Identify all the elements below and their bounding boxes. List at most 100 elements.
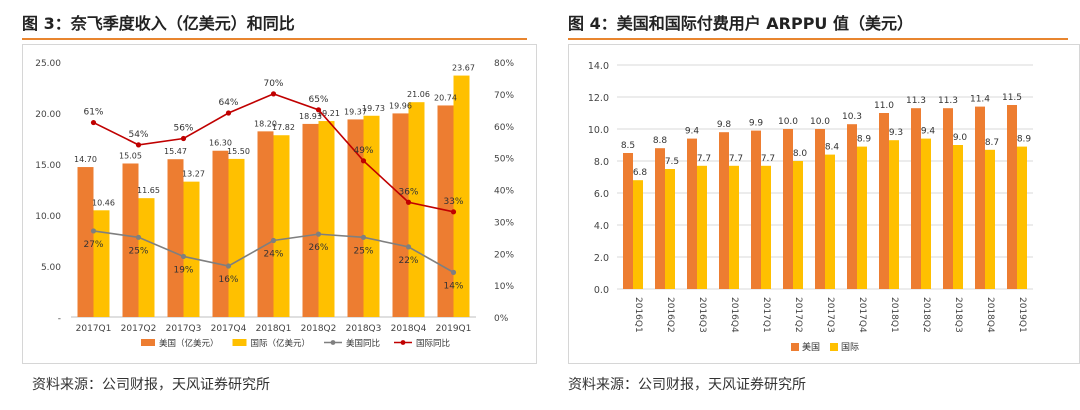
source-note: 资料来源：公司财报，天风证券研究所 bbox=[32, 377, 270, 393]
bar-value-label: 8.0 bbox=[793, 149, 808, 159]
bar-intl bbox=[857, 146, 867, 289]
revenue-panel: 图 3：奈飞季度收入（亿美元）和同比 - 5.00 10.00 15.00 20.00 2… bbox=[0, 0, 537, 410]
y2-tick-label: 60% bbox=[494, 123, 514, 133]
bar-us bbox=[687, 138, 697, 289]
bar-value-label: 16.30 bbox=[209, 139, 232, 148]
bar-intl bbox=[273, 135, 290, 317]
bar-value-label: 8.7 bbox=[985, 138, 999, 148]
bar-us bbox=[847, 124, 857, 289]
bar-value-label: 19.73 bbox=[362, 104, 385, 113]
bar-intl bbox=[318, 121, 335, 317]
y2-tick-label: 70% bbox=[494, 91, 514, 101]
intl-yoy-point bbox=[315, 107, 322, 113]
yoy-value-label: 49% bbox=[353, 146, 373, 156]
y-tick-label: 20.00 bbox=[35, 110, 61, 120]
bar-us bbox=[77, 167, 94, 317]
bar-value-label: 11.0 bbox=[874, 101, 894, 111]
y-tick-label: - bbox=[58, 314, 61, 324]
title-divider bbox=[22, 38, 527, 40]
bar-value-label: 6.8 bbox=[633, 168, 648, 178]
x-tick-label: 2017Q3 bbox=[825, 297, 835, 333]
x-tick-label: 2019Q1 bbox=[436, 324, 472, 334]
yoy-value-label: 25% bbox=[128, 246, 148, 256]
us-yoy-point bbox=[135, 234, 142, 240]
us-yoy-point bbox=[405, 244, 412, 250]
x-tick-label: 2016Q2 bbox=[665, 297, 675, 333]
bar-intl bbox=[825, 154, 835, 289]
x-tick-label: 2018Q4 bbox=[985, 297, 995, 333]
legend-swatch bbox=[830, 343, 838, 351]
intl-yoy-point bbox=[90, 119, 97, 126]
legend-label: 美国 bbox=[802, 341, 820, 353]
bar-intl bbox=[729, 165, 739, 289]
bar-value-label: 19.37 bbox=[344, 107, 367, 116]
bar-value-label: 15.50 bbox=[227, 147, 250, 156]
y2-tick-label: 50% bbox=[494, 155, 514, 165]
bar-intl bbox=[453, 75, 470, 317]
bar-intl bbox=[93, 210, 110, 317]
title-divider bbox=[568, 38, 1068, 40]
y-tick-label: 15.00 bbox=[35, 161, 61, 171]
bar-value-label: 11.4 bbox=[970, 95, 990, 105]
bar-value-label: 18.20 bbox=[254, 119, 277, 128]
bar-value-label: 7.5 bbox=[665, 157, 679, 167]
intl-yoy-point bbox=[225, 110, 232, 116]
bar-us bbox=[719, 132, 729, 289]
bar-us bbox=[783, 129, 793, 289]
bar-value-label: 7.7 bbox=[729, 154, 743, 164]
bar-intl bbox=[985, 149, 995, 289]
yoy-value-label: 16% bbox=[218, 275, 238, 285]
x-tick-label: 2018Q3 bbox=[953, 297, 963, 333]
x-tick-label: 2018Q3 bbox=[346, 324, 382, 334]
y2-tick-label: 40% bbox=[494, 187, 514, 197]
x-tick-label: 2017Q4 bbox=[211, 324, 247, 334]
intl-yoy-point bbox=[360, 158, 367, 164]
bar-intl bbox=[793, 161, 803, 289]
bar-value-label: 7.7 bbox=[697, 154, 711, 164]
bar-us bbox=[302, 123, 319, 317]
bar-value-label: 14.70 bbox=[74, 155, 97, 164]
yoy-value-label: 54% bbox=[128, 130, 148, 140]
bar-us bbox=[437, 105, 454, 317]
us-yoy-point bbox=[180, 253, 187, 260]
bar-value-label: 19.96 bbox=[389, 101, 412, 110]
bar-intl bbox=[138, 198, 155, 317]
bar-us bbox=[623, 153, 633, 289]
bar-value-label: 15.05 bbox=[119, 151, 142, 160]
bar-intl bbox=[761, 165, 771, 289]
x-tick-label: 2016Q1 bbox=[633, 297, 643, 333]
x-tick-label: 2016Q3 bbox=[697, 297, 707, 333]
bar-value-label: 11.65 bbox=[137, 186, 160, 195]
bar-value-label: 9.4 bbox=[685, 127, 700, 137]
bar-us bbox=[1007, 105, 1017, 289]
x-tick-label: 2017Q1 bbox=[76, 324, 112, 334]
bar-intl bbox=[697, 165, 707, 289]
us-yoy-point bbox=[450, 269, 457, 275]
y-tick-label: 4.0 bbox=[594, 221, 609, 232]
bar-value-label: 18.93 bbox=[299, 112, 322, 121]
bar-us bbox=[879, 113, 889, 289]
bar-intl bbox=[408, 102, 425, 317]
y-tick-label: 14.0 bbox=[588, 61, 609, 72]
bar-value-label: 9.4 bbox=[921, 127, 936, 137]
intl-yoy-point bbox=[135, 142, 142, 148]
x-tick-label: 2017Q2 bbox=[121, 324, 157, 334]
y-tick-label: 8.0 bbox=[594, 157, 609, 168]
legend-swatch bbox=[232, 339, 247, 346]
yoy-value-label: 27% bbox=[83, 240, 103, 250]
bar-value-label: 9.0 bbox=[953, 133, 968, 143]
y2-tick-label: 80% bbox=[494, 59, 514, 69]
revenue-chart-frame: - 5.00 10.00 15.00 20.00 25.00 0% 10% 20% 30% 40% 5… bbox=[22, 44, 537, 364]
bar-us bbox=[815, 129, 825, 289]
bar-intl bbox=[363, 115, 380, 317]
bar-us bbox=[911, 108, 921, 289]
bar-value-label: 10.0 bbox=[778, 117, 798, 127]
yoy-value-label: 65% bbox=[308, 95, 328, 105]
bar-us bbox=[212, 150, 229, 317]
bar-intl bbox=[665, 169, 675, 289]
yoy-value-label: 61% bbox=[83, 108, 103, 118]
x-tick-label: 2017Q1 bbox=[761, 297, 771, 333]
bar-us bbox=[167, 159, 184, 317]
x-tick-label: 2018Q1 bbox=[889, 297, 899, 333]
yoy-value-label: 26% bbox=[308, 243, 328, 253]
